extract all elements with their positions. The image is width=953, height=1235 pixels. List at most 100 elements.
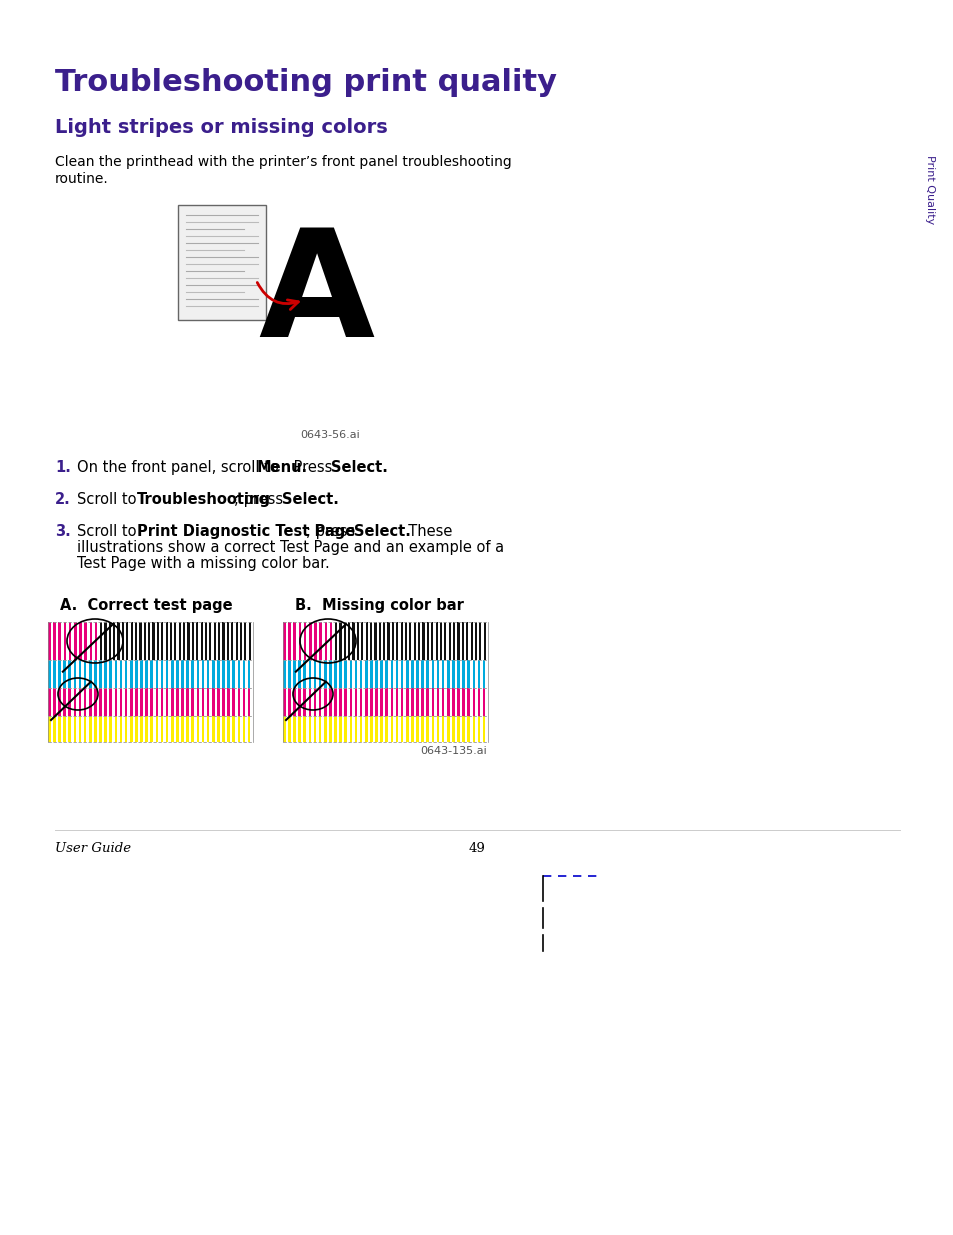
Bar (76, 688, 79, 716)
Bar (365, 716, 368, 742)
Bar (398, 659, 401, 688)
Bar (306, 622, 309, 659)
Bar (370, 688, 373, 716)
Bar (245, 688, 248, 716)
Bar (475, 688, 477, 716)
Bar (361, 622, 363, 659)
Bar (234, 716, 237, 742)
Bar (459, 716, 462, 742)
Bar (199, 716, 202, 742)
Bar (161, 622, 163, 659)
Bar (431, 716, 434, 742)
Bar (84, 716, 87, 742)
Bar (181, 688, 184, 716)
Bar (362, 688, 365, 716)
Bar (140, 716, 143, 742)
Bar (421, 688, 424, 716)
Bar (48, 622, 51, 659)
Bar (184, 688, 187, 716)
Bar (406, 688, 409, 716)
Bar (464, 716, 467, 742)
Bar (400, 622, 402, 659)
Bar (355, 688, 357, 716)
Bar (244, 622, 247, 659)
Bar (114, 716, 117, 742)
Bar (189, 659, 192, 688)
Bar (424, 622, 427, 659)
Bar (403, 659, 406, 688)
Text: Menu.: Menu. (256, 459, 308, 475)
Bar (395, 688, 398, 716)
Bar (207, 716, 210, 742)
Bar (181, 659, 184, 688)
Bar (146, 622, 148, 659)
Bar (137, 688, 140, 716)
Bar (199, 659, 202, 688)
Bar (406, 659, 409, 688)
Bar (240, 688, 243, 716)
Bar (235, 622, 237, 659)
Bar (359, 688, 362, 716)
Bar (309, 716, 312, 742)
Bar (455, 716, 457, 742)
Bar (207, 688, 210, 716)
Bar (349, 688, 352, 716)
Bar (135, 659, 138, 688)
Bar (128, 716, 131, 742)
Bar (66, 688, 69, 716)
Bar (370, 659, 373, 688)
Bar (355, 716, 357, 742)
Bar (107, 622, 109, 659)
Bar (87, 659, 90, 688)
Bar (347, 659, 350, 688)
Bar (73, 716, 76, 742)
Bar (192, 659, 194, 688)
Bar (332, 622, 335, 659)
Bar (58, 688, 61, 716)
Bar (291, 688, 294, 716)
Text: A.  Correct test page: A. Correct test page (60, 598, 233, 613)
Bar (205, 622, 207, 659)
Bar (192, 622, 194, 659)
Bar (145, 659, 148, 688)
Bar (114, 688, 117, 716)
Text: 1.: 1. (55, 459, 71, 475)
Bar (201, 716, 204, 742)
Bar (341, 659, 344, 688)
Bar (293, 688, 295, 716)
Bar (316, 659, 319, 688)
Bar (130, 716, 132, 742)
Bar (403, 688, 406, 716)
Bar (395, 622, 398, 659)
Bar (71, 716, 73, 742)
Bar (288, 622, 291, 659)
Bar (217, 716, 220, 742)
Bar (312, 622, 314, 659)
Bar (339, 688, 342, 716)
Bar (132, 659, 135, 688)
Bar (470, 716, 473, 742)
Text: Print Diagnostic Test Page: Print Diagnostic Test Page (137, 524, 355, 538)
Bar (120, 716, 123, 742)
Bar (422, 622, 424, 659)
Bar (89, 659, 91, 688)
Bar (393, 716, 395, 742)
Bar (285, 659, 288, 688)
Bar (99, 659, 102, 688)
Bar (104, 659, 107, 688)
Bar (429, 622, 431, 659)
Bar (382, 688, 385, 716)
Bar (402, 622, 405, 659)
Bar (193, 622, 196, 659)
Bar (441, 659, 444, 688)
Bar (368, 622, 370, 659)
Bar (64, 622, 67, 659)
Bar (63, 659, 66, 688)
Bar (84, 622, 88, 659)
Bar (242, 716, 245, 742)
Bar (362, 659, 365, 688)
Bar (204, 688, 207, 716)
Bar (143, 716, 146, 742)
Bar (349, 716, 352, 742)
Bar (84, 659, 87, 688)
